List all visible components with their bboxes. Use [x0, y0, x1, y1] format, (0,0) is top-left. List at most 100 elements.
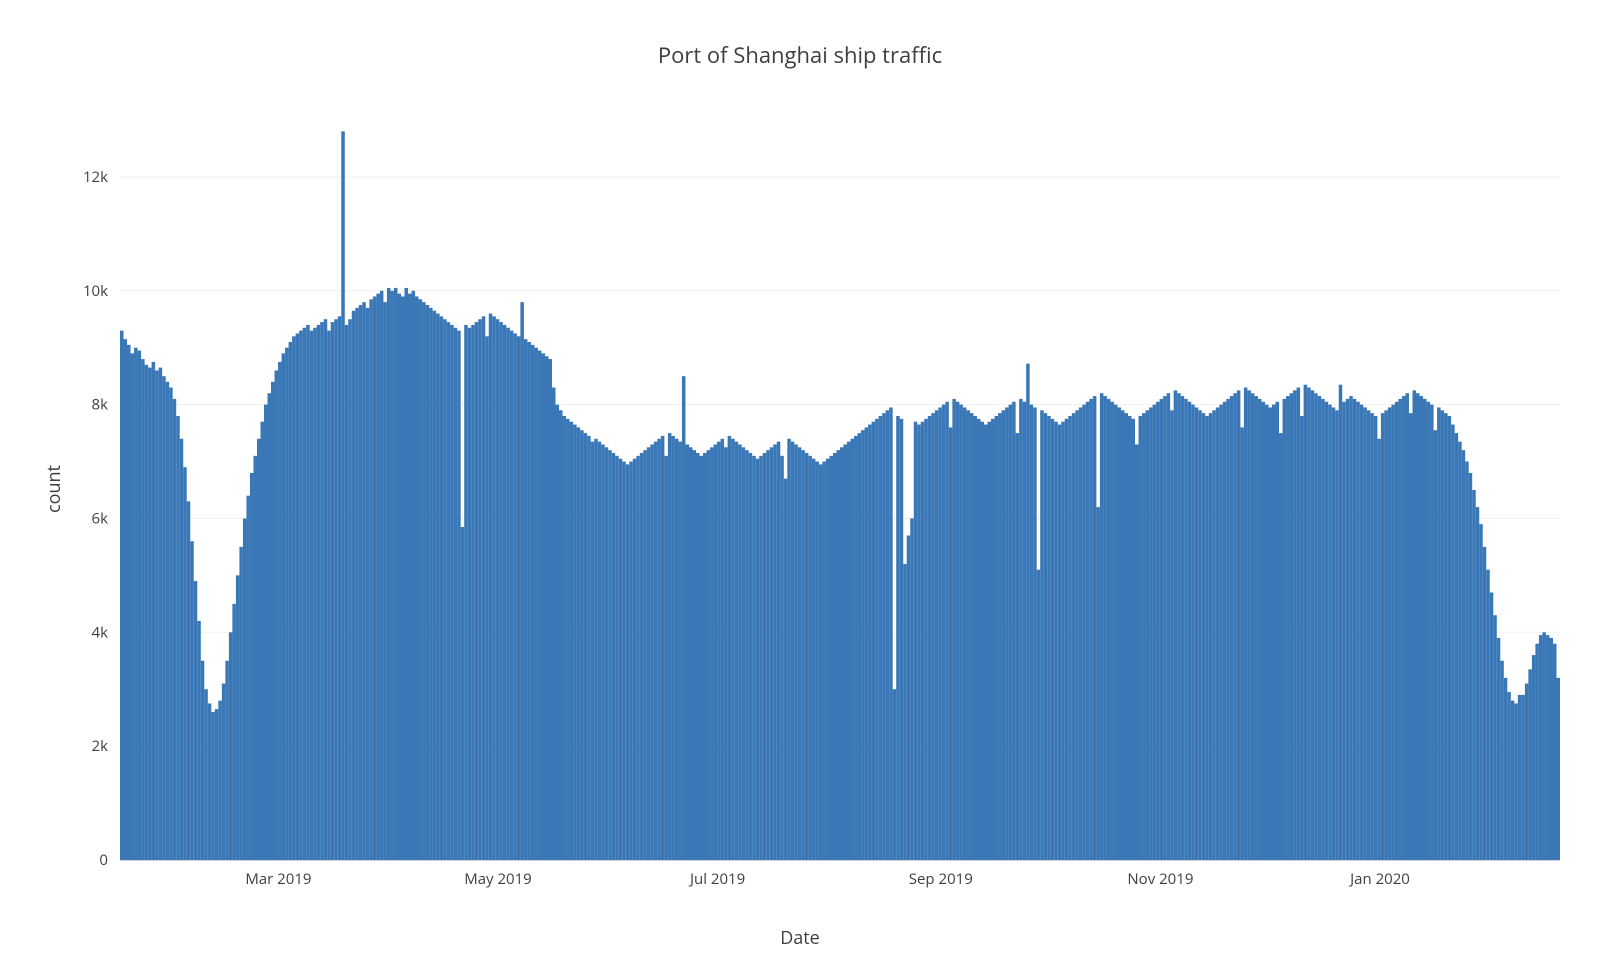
bar — [190, 541, 194, 860]
bar — [138, 351, 142, 860]
bar — [285, 348, 289, 860]
bar — [791, 442, 795, 860]
bar — [1521, 695, 1525, 860]
bar — [183, 467, 187, 860]
bar — [907, 536, 911, 860]
bar — [1089, 399, 1093, 860]
bar — [1318, 396, 1322, 860]
bar — [236, 575, 240, 860]
bar — [1156, 402, 1160, 860]
bar — [1384, 410, 1388, 860]
bar — [1100, 393, 1104, 860]
bar — [619, 459, 623, 860]
bar — [587, 436, 591, 860]
bar — [1314, 393, 1318, 860]
bar — [1472, 490, 1476, 860]
bar — [1184, 399, 1188, 860]
bar — [1346, 399, 1350, 860]
bar — [1367, 410, 1371, 860]
bar — [520, 302, 524, 860]
bar — [1479, 524, 1483, 860]
bar — [798, 447, 802, 860]
bar — [1181, 396, 1185, 860]
bar — [489, 314, 493, 860]
bar — [369, 299, 373, 860]
bar — [440, 316, 444, 860]
bar — [1553, 644, 1557, 860]
bar — [155, 370, 159, 860]
bar — [292, 336, 296, 860]
bar — [545, 356, 549, 860]
bar — [812, 459, 816, 860]
bar — [1040, 410, 1044, 860]
bar — [995, 416, 999, 860]
bar — [478, 319, 482, 860]
bar — [278, 362, 282, 860]
bar — [1504, 678, 1508, 860]
bar — [1139, 416, 1143, 860]
bar — [225, 661, 229, 860]
bar — [865, 427, 869, 860]
bar — [682, 376, 686, 860]
bar — [1058, 425, 1062, 860]
bar — [563, 416, 567, 860]
bar — [1469, 473, 1473, 860]
bar — [945, 402, 949, 860]
bar — [1002, 410, 1006, 860]
bar — [998, 413, 1002, 860]
bar — [935, 410, 939, 860]
bar — [419, 299, 423, 860]
bar — [383, 302, 387, 860]
bar — [707, 450, 711, 860]
bar — [376, 294, 380, 860]
bar — [1448, 416, 1452, 860]
bar — [759, 456, 763, 860]
bar — [657, 439, 661, 860]
bar — [148, 368, 152, 860]
bar — [1497, 638, 1501, 860]
bar — [1507, 692, 1511, 860]
bar — [833, 453, 837, 860]
bar — [401, 296, 405, 860]
bar — [173, 399, 177, 860]
bar — [977, 419, 981, 860]
bar — [622, 462, 626, 860]
bar — [875, 419, 879, 860]
bar — [924, 419, 928, 860]
bar — [1268, 407, 1272, 860]
bar — [415, 296, 419, 860]
bar — [1146, 410, 1150, 860]
y-tick-label: 4k — [92, 622, 109, 642]
bar — [1335, 410, 1339, 860]
bar — [963, 407, 967, 860]
y-tick-label: 0 — [99, 850, 108, 870]
bar — [886, 410, 890, 860]
bar — [1349, 396, 1353, 860]
bar — [1142, 413, 1146, 860]
bar — [1388, 407, 1392, 860]
bar — [1525, 684, 1529, 860]
bar — [1079, 407, 1083, 860]
bar — [355, 308, 359, 860]
bar — [327, 331, 331, 860]
bar — [815, 462, 819, 860]
bar — [991, 419, 995, 860]
bar — [320, 322, 324, 860]
bar — [1458, 442, 1462, 860]
bar — [1261, 402, 1265, 860]
bar — [1272, 405, 1276, 860]
bar — [889, 407, 893, 860]
bar — [1117, 407, 1121, 860]
bar — [615, 456, 619, 860]
bar — [717, 442, 721, 860]
bar — [801, 450, 805, 860]
bar — [861, 430, 865, 860]
bar — [447, 322, 451, 860]
bar — [689, 447, 693, 860]
bar — [1163, 396, 1167, 860]
bar — [752, 456, 756, 860]
bar — [654, 442, 658, 860]
bar — [373, 296, 377, 860]
bar — [1247, 390, 1251, 860]
bar — [229, 632, 233, 860]
